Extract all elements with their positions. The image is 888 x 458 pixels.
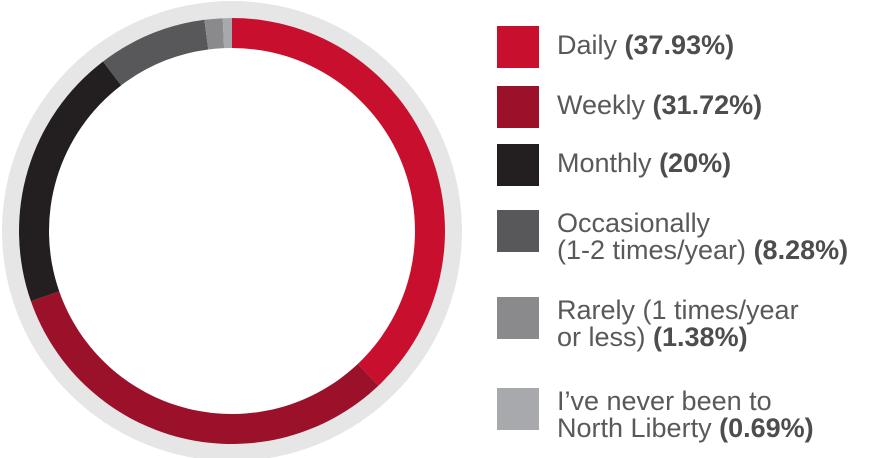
legend-text: I’ve never been to North Liberty (0.69%): [557, 388, 814, 442]
legend-label: I’ve never been to North Liberty: [557, 386, 772, 443]
legend-value: (0.69%): [719, 413, 814, 443]
legend-value: (20%): [659, 148, 732, 178]
legend-text: Occasionally (1-2 times/year) (8.28%): [557, 210, 848, 264]
legend-text: Daily (37.93%): [557, 32, 734, 59]
legend-text: Monthly (20%): [557, 150, 731, 177]
donut-segment: [19, 61, 122, 302]
legend-swatch: [497, 210, 539, 252]
legend-item: I’ve never been to North Liberty (0.69%): [497, 388, 814, 442]
legend-text: Weekly (31.72%): [557, 92, 762, 119]
legend-item: Rarely (1 times/year or less) (1.38%): [497, 297, 799, 351]
donut-chart: [2, 1, 462, 458]
legend-swatch: [497, 86, 539, 128]
ring-base: [19, 18, 445, 444]
legend-text: Rarely (1 times/year or less) (1.38%): [557, 297, 799, 351]
legend-item: Daily (37.93%): [497, 26, 734, 68]
donut-segment: [103, 19, 209, 86]
legend-label: Daily: [557, 30, 618, 60]
legend-label: Weekly: [557, 90, 646, 120]
legend-swatch: [497, 297, 539, 339]
legend-value: (37.93%): [624, 30, 735, 60]
donut-segment: [232, 18, 445, 386]
donut-segment: [204, 18, 225, 50]
legend-value: (31.72%): [652, 90, 763, 120]
legend-value: (1.38%): [653, 322, 748, 352]
legend-swatch: [497, 26, 539, 68]
legend-label: Rarely (1 times/year or less): [557, 295, 799, 352]
legend-item: Weekly (31.72%): [497, 86, 762, 128]
donut-segment: [30, 291, 379, 445]
legend-swatch: [497, 388, 539, 430]
legend-swatch: [497, 144, 539, 186]
legend-label: Occasionally (1-2 times/year): [557, 208, 747, 265]
donut-segment: [222, 18, 232, 49]
legend-value: (8.28%): [753, 235, 849, 265]
legend-item: Monthly (20%): [497, 144, 731, 186]
legend-label: Monthly: [557, 148, 652, 178]
legend-item: Occasionally (1-2 times/year) (8.28%): [497, 210, 848, 264]
